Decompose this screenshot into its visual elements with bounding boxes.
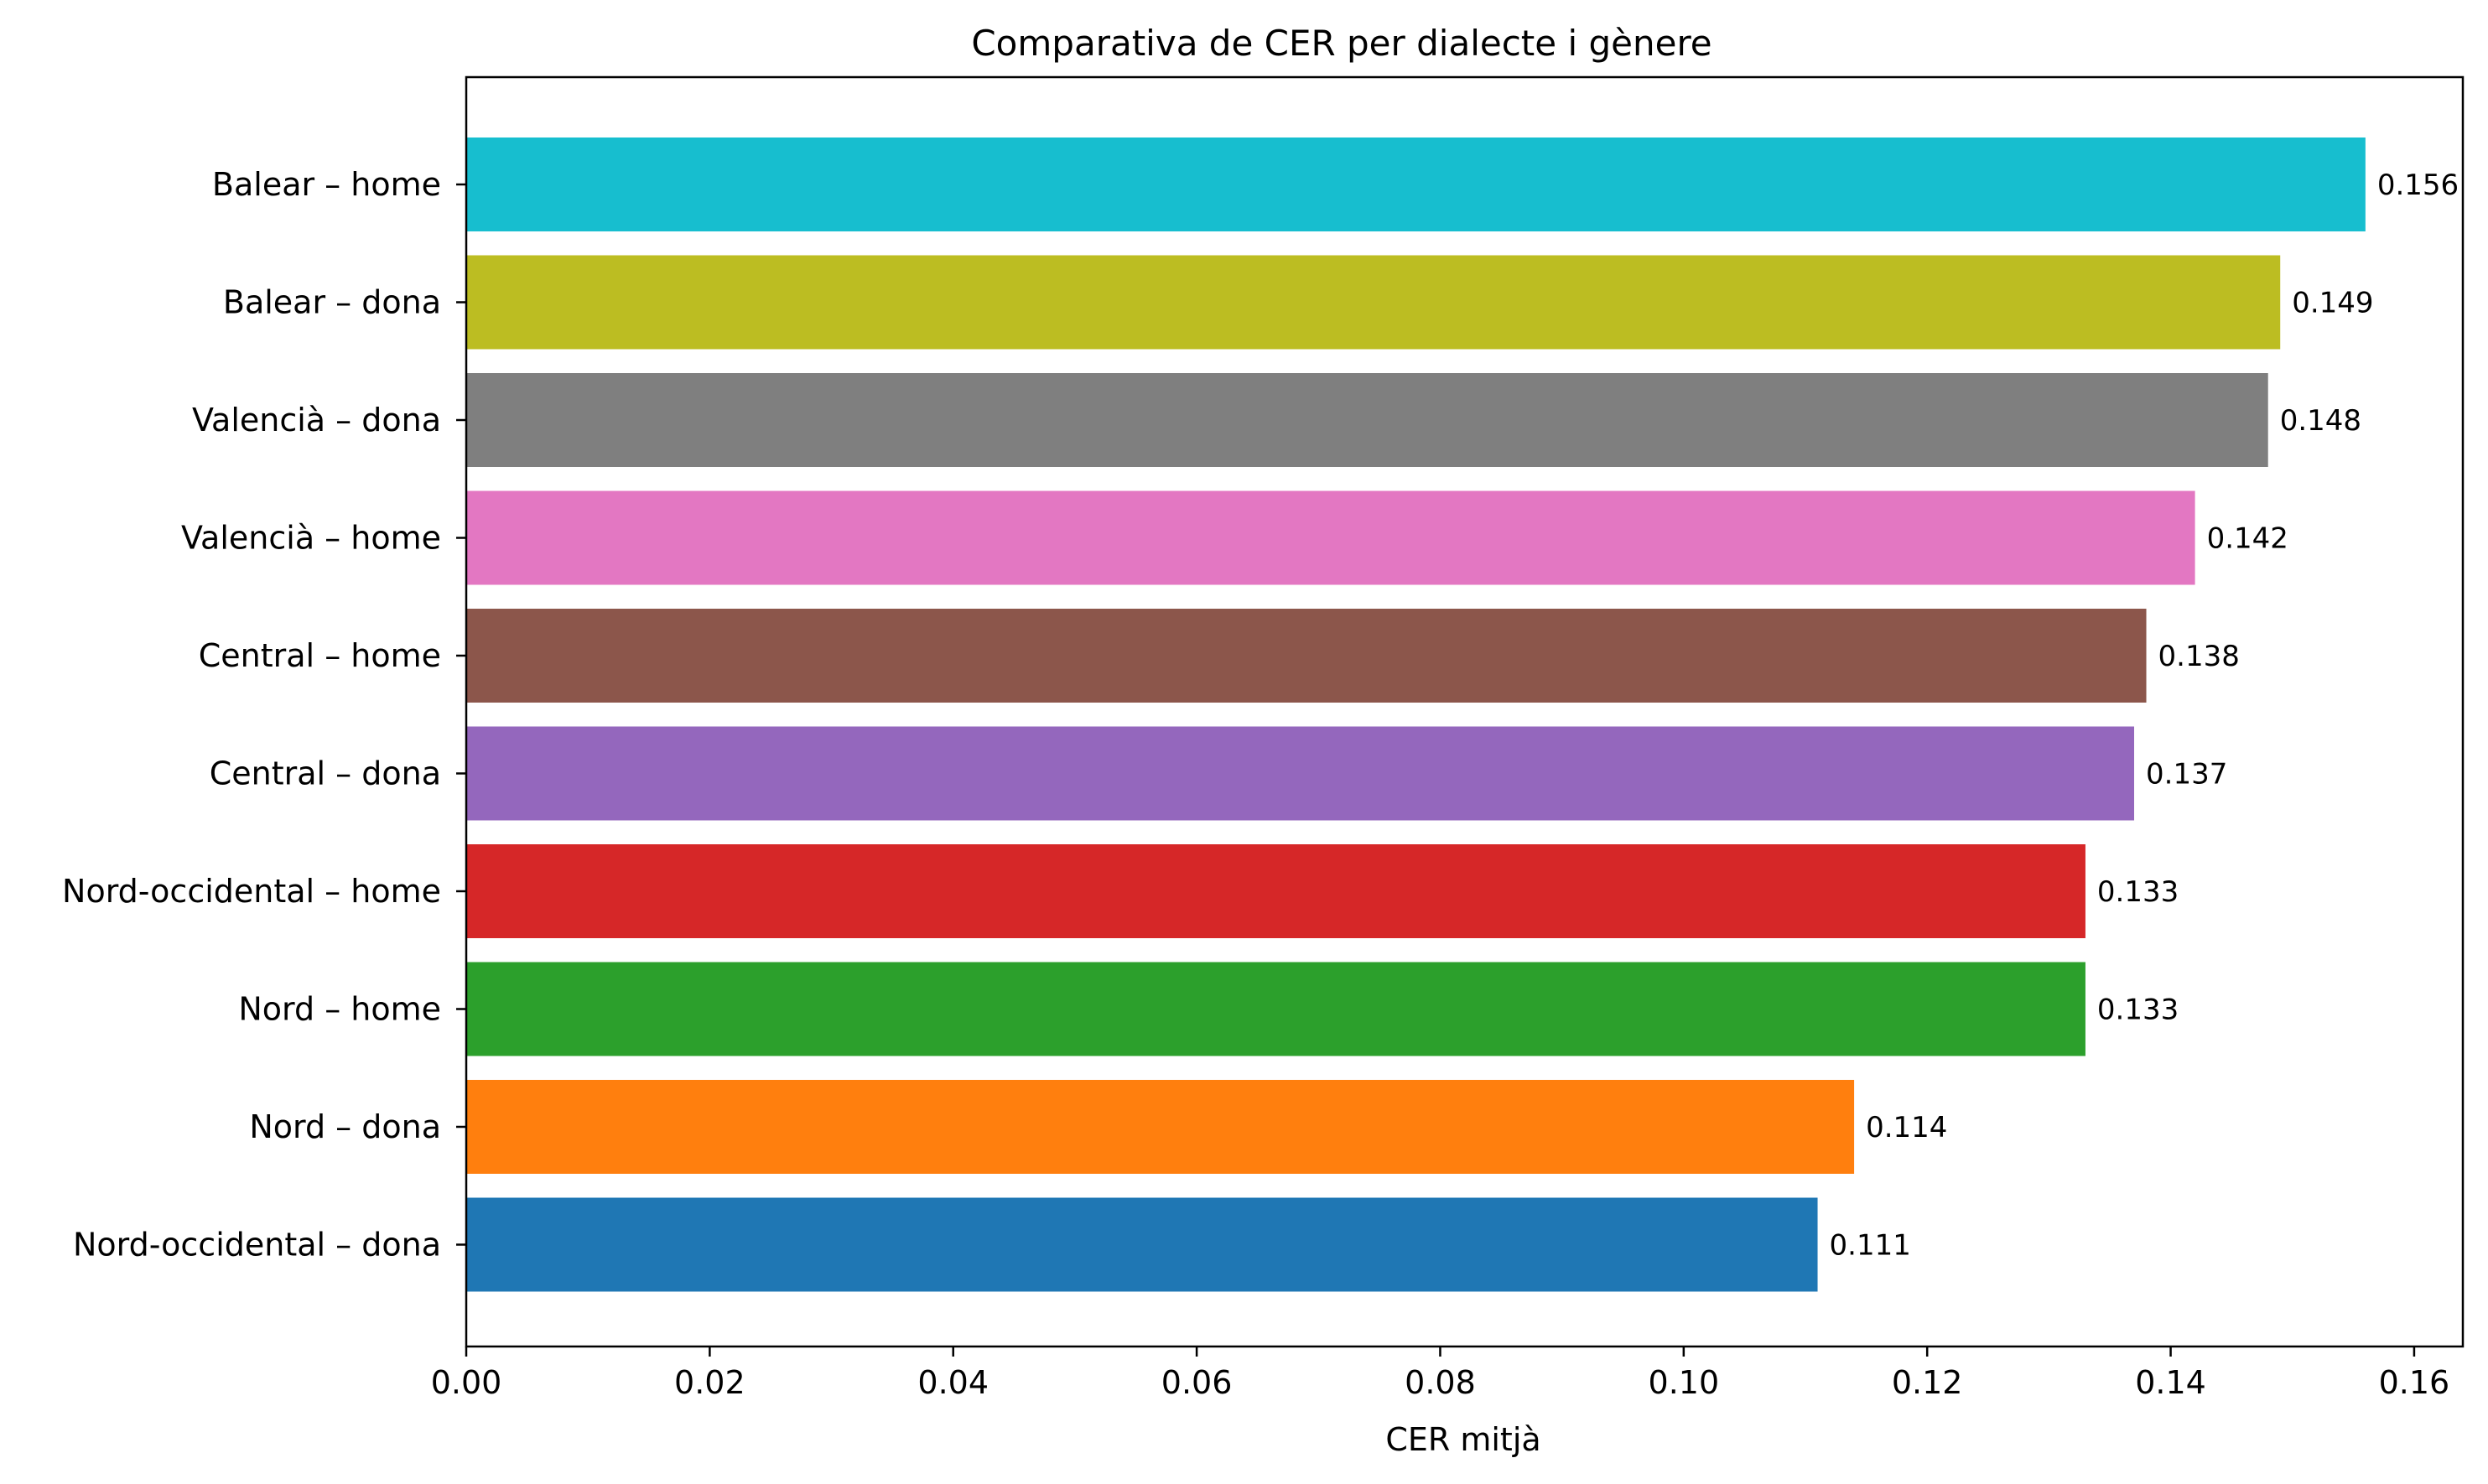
data-label-8: 0.133	[2097, 994, 2179, 1027]
y-tick-label-1: Balear – home	[212, 166, 441, 203]
bar-3	[466, 373, 2268, 467]
x-tick-label-7: 0.12	[1892, 1364, 1963, 1401]
data-label-9: 0.114	[1866, 1111, 1947, 1144]
y-tick-label-6: Central – dona	[210, 755, 441, 792]
x-tick-label-9: 0.16	[2379, 1364, 2450, 1401]
data-label-4: 0.142	[2207, 522, 2288, 556]
data-label-1: 0.156	[2377, 169, 2459, 202]
bar-5	[466, 609, 2147, 703]
x-tick-label-2: 0.02	[674, 1364, 745, 1401]
y-tick-label-8: Nord – home	[238, 991, 441, 1028]
ticks-layer: Balear – home Balear – dona Valencià – don…	[62, 166, 2449, 1401]
bar-7	[466, 844, 2085, 938]
x-tick-label-3: 0.04	[917, 1364, 989, 1401]
y-tick-label-5: Central – home	[199, 637, 441, 674]
data-label-10: 0.111	[1830, 1229, 1911, 1263]
bar-6	[466, 726, 2135, 821]
data-label-2: 0.149	[2292, 287, 2373, 320]
y-tick-label-7: Nord-occidental – home	[62, 873, 441, 910]
data-label-7: 0.133	[2097, 875, 2179, 909]
y-tick-label-10: Nord-occidental – dona	[73, 1227, 441, 1263]
data-label-5: 0.138	[2158, 640, 2240, 673]
bar-2	[466, 255, 2281, 350]
plot-frame	[465, 75, 2465, 1348]
y-tick-label-2: Balear – dona	[223, 284, 441, 321]
y-tick-label-9: Nord – dona	[249, 1108, 441, 1145]
bar-10	[466, 1197, 1818, 1292]
x-tick-label-4: 0.06	[1161, 1364, 1233, 1401]
y-tick-label-3: Valencià – dona	[192, 402, 441, 438]
bar-1	[466, 138, 2366, 231]
data-label-6: 0.137	[2146, 758, 2227, 791]
bar-4	[466, 490, 2195, 585]
y-tick-label-4: Valencià – home	[181, 520, 441, 557]
x-axis-label: CER mitjà	[1385, 1421, 1540, 1458]
data-label-3: 0.148	[2280, 404, 2361, 438]
x-tick-label-8: 0.14	[2135, 1364, 2206, 1401]
chart-title: Comparativa de CER per dialecte i gènere	[971, 23, 1711, 64]
x-tick-label-5: 0.08	[1405, 1364, 1476, 1401]
bars-layer: 0.156 0.149 0.148 0.142 0.138 0.137 0.133 0.133…	[466, 138, 2459, 1292]
x-tick-label-1: 0.00	[431, 1364, 502, 1401]
bar-8	[466, 962, 2085, 1056]
x-tick-label-6: 0.10	[1649, 1364, 1720, 1401]
bar-9	[466, 1080, 1855, 1174]
